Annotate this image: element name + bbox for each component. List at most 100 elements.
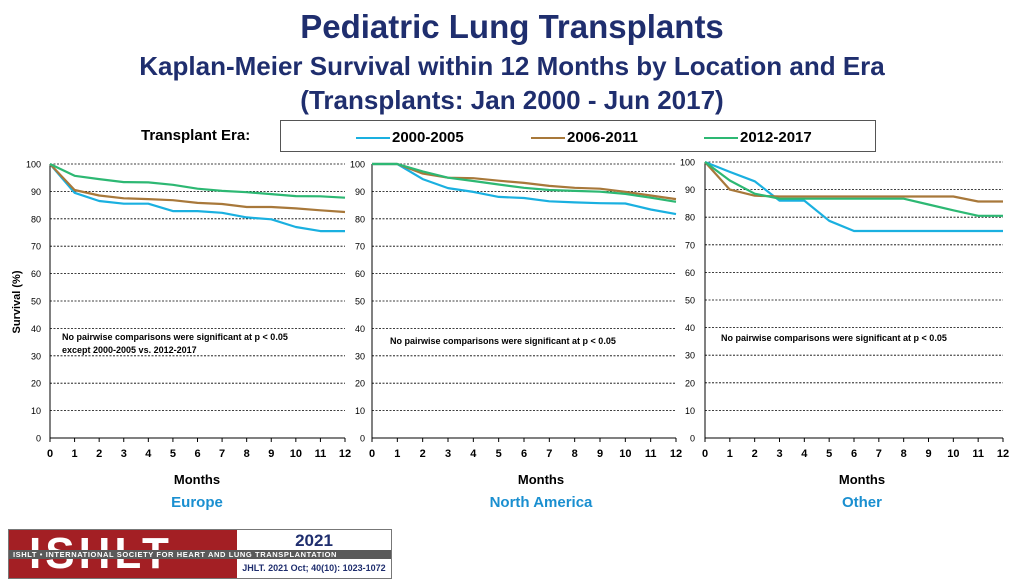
y-tick-label: 100 (26, 160, 41, 170)
x-tick-label: 4 (145, 448, 152, 460)
x-tick-label: 11 (315, 448, 327, 460)
y-tick-label: 30 (685, 351, 695, 361)
x-tick-label: 9 (268, 448, 274, 460)
x-tick-label: 8 (901, 448, 907, 460)
legend-item-2000-2005: 2000-2005 (356, 129, 464, 146)
x-tick-label: 0 (47, 448, 53, 460)
y-tick-label: 90 (685, 185, 695, 195)
x-tick-label: 12 (670, 448, 682, 460)
legend-label-2006-2011: 2006-2011 (567, 129, 638, 146)
significance-note: No pairwise comparisons were significant… (62, 332, 288, 342)
y-tick-label: 50 (355, 297, 365, 307)
y-tick-label: 40 (355, 324, 365, 334)
x-axis-title: Months (839, 472, 885, 487)
legend-title: Transplant Era: (141, 127, 251, 144)
y-tick-label: 60 (685, 268, 695, 278)
x-axis-title: Months (174, 472, 220, 487)
y-tick-label: 60 (31, 269, 41, 279)
x-tick-label: 8 (244, 448, 250, 460)
significance-note: No pairwise comparisons were significant… (721, 333, 947, 343)
legend-item-2012-2017: 2012-2017 (704, 129, 812, 146)
x-tick-label: 4 (470, 448, 477, 460)
y-tick-label: 20 (685, 378, 695, 388)
page-subtitle: Kaplan-Meier Survival within 12 Months b… (139, 51, 885, 81)
x-tick-label: 12 (339, 448, 351, 460)
y-tick-label: 10 (31, 406, 41, 416)
x-tick-label: 9 (925, 448, 931, 460)
y-tick-label: 20 (355, 379, 365, 389)
series-line-2012-2017 (372, 162, 677, 203)
y-tick-label: 0 (690, 434, 695, 444)
series-line-2000-2005 (704, 160, 1003, 233)
legend-label-2012-2017: 2012-2017 (740, 129, 812, 146)
y-tick-label: 20 (31, 379, 41, 389)
citation: JHLT. 2021 Oct; 40(10): 1023-1072 (242, 563, 386, 573)
x-tick-label: 0 (702, 448, 708, 460)
y-tick-label: 50 (31, 297, 41, 307)
y-tick-label: 40 (685, 323, 695, 333)
x-tick-label: 1 (394, 448, 400, 460)
y-tick-label: 30 (31, 351, 41, 361)
x-tick-label: 8 (572, 448, 578, 460)
series-line-2012-2017 (704, 161, 1003, 217)
series-line-2000-2005 (372, 162, 677, 216)
x-tick-label: 6 (194, 448, 200, 460)
x-tick-label: 2 (752, 448, 758, 460)
series-line-2006-2011 (704, 161, 1003, 203)
report-year: 2021 (295, 531, 333, 550)
footer: ISHLT ISHLT • INTERNATIONAL SOCIETY FOR … (8, 529, 392, 579)
x-tick-label: 1 (72, 448, 78, 460)
x-tick-label: 3 (776, 448, 782, 460)
y-tick-label: 70 (355, 242, 365, 252)
x-tick-label: 6 (521, 448, 527, 460)
legend-swatch-2012-2017 (704, 136, 738, 139)
panel-label: Other (842, 494, 882, 511)
x-tick-label: 5 (496, 448, 502, 460)
y-tick-label: 80 (31, 214, 41, 224)
x-tick-label: 12 (997, 448, 1009, 460)
x-tick-label: 10 (947, 448, 959, 460)
x-tick-label: 2 (96, 448, 102, 460)
y-tick-label: 90 (31, 187, 41, 197)
x-tick-label: 6 (851, 448, 857, 460)
x-tick-label: 11 (645, 448, 657, 460)
y-tick-label: 50 (685, 296, 695, 306)
org-name-strip: ISHLT • INTERNATIONAL SOCIETY FOR HEART … (9, 550, 391, 559)
panel-label: Europe (171, 494, 223, 511)
y-tick-label: 70 (31, 242, 41, 252)
significance-note: except 2000-2005 vs. 2012-2017 (62, 345, 197, 355)
series-line-2012-2017 (49, 163, 346, 199)
x-tick-label: 1 (727, 448, 733, 460)
y-tick-label: 10 (355, 406, 365, 416)
y-tick-label: 40 (31, 324, 41, 334)
x-tick-label: 4 (801, 448, 808, 460)
y-tick-label: 70 (685, 240, 695, 250)
series-line-2000-2005 (49, 163, 345, 233)
y-tick-label: 10 (685, 406, 695, 416)
x-tick-label: 7 (876, 448, 882, 460)
y-tick-label: 100 (680, 158, 695, 168)
y-tick-label: 80 (685, 213, 695, 223)
panel-label: North America (490, 494, 593, 511)
y-tick-label: 60 (355, 269, 365, 279)
legend-label-2000-2005: 2000-2005 (392, 129, 464, 146)
x-tick-label: 3 (121, 448, 127, 460)
x-tick-label: 11 (972, 448, 984, 460)
legend-swatch-2000-2005 (356, 136, 390, 139)
page-title: Pediatric Lung Transplants (300, 8, 724, 45)
y-tick-label: 100 (350, 160, 365, 170)
x-axis-title: Months (518, 472, 564, 487)
legend: 2000-2005 2006-2011 2012-2017 (280, 120, 876, 152)
legend-item-2006-2011: 2006-2011 (531, 129, 638, 146)
x-tick-label: 5 (170, 448, 176, 460)
x-tick-label: 9 (597, 448, 603, 460)
x-tick-label: 2 (420, 448, 426, 460)
series-line-2006-2011 (372, 162, 677, 201)
significance-note: No pairwise comparisons were significant… (390, 336, 616, 346)
series-line-2006-2011 (49, 163, 346, 214)
y-tick-label: 90 (355, 187, 365, 197)
